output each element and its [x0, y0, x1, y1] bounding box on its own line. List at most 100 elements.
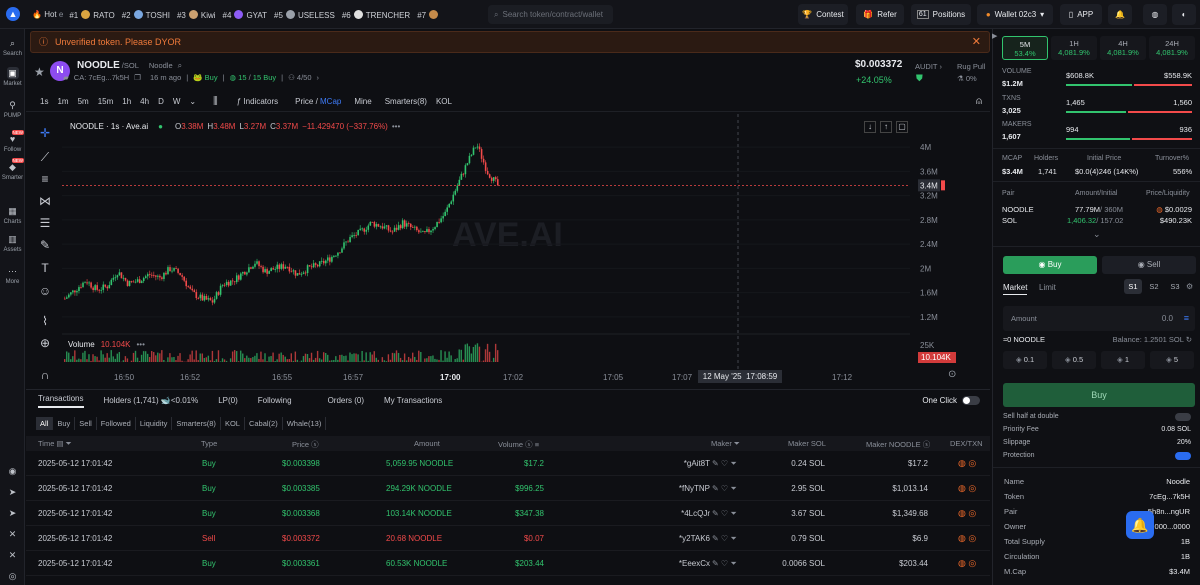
- market-order-tab[interactable]: Market: [1003, 283, 1028, 295]
- chart-settings-icon[interactable]: ⊙: [948, 369, 957, 380]
- tab-holders[interactable]: Holders (1,741) 🐋<0.01%: [103, 396, 199, 405]
- period-5m[interactable]: 5M 53.4%: [1002, 36, 1048, 60]
- info-value[interactable]: 7cEg...7k5H: [1149, 492, 1190, 501]
- emoji-icon[interactable]: ☺: [38, 284, 52, 298]
- dex-icon[interactable]: ◍ ◎: [958, 508, 977, 518]
- hot-item[interactable]: #7: [417, 9, 441, 20]
- quick-amount-0.5[interactable]: ◈ 0.5: [1052, 351, 1096, 369]
- col-maker[interactable]: Maker ⏷: [711, 439, 740, 448]
- tab-transactions[interactable]: Transactions: [38, 394, 84, 408]
- theme-button[interactable]: ◐: [1172, 4, 1196, 25]
- maker-actions-icons[interactable]: ✎ ♡ ⏷: [712, 559, 737, 568]
- nav-market[interactable]: ▣ Market: [0, 67, 25, 87]
- info-value[interactable]: 5h8n...ngUR: [1147, 507, 1190, 516]
- table-row[interactable]: 2025-05-12 17:01:42 Sell $0.003372 20.68 NO…: [26, 526, 990, 551]
- maker-actions-icons[interactable]: ✎ ♡ ⏷: [712, 484, 737, 493]
- cell-maker[interactable]: *y2TAK6: [679, 534, 710, 543]
- timeframe-1h[interactable]: 1h: [122, 97, 132, 106]
- cell-maker[interactable]: *gAit8T: [683, 459, 710, 468]
- timeframe-4h[interactable]: 4h: [140, 97, 150, 106]
- price-mcap-toggle[interactable]: Price / MCap: [295, 97, 342, 106]
- buy-button[interactable]: Buy: [1003, 383, 1195, 407]
- dex-icon[interactable]: ◍ ◎: [958, 458, 977, 468]
- dex-icon[interactable]: ◍ ◎: [958, 558, 977, 568]
- menu-icon[interactable]: ≡: [1183, 313, 1189, 323]
- tab-lp[interactable]: LP(0): [218, 396, 238, 405]
- nav-assets[interactable]: ▥ Assets: [0, 233, 25, 253]
- timeframe-1m[interactable]: 1m: [57, 97, 69, 106]
- limit-order-tab[interactable]: Limit: [1039, 283, 1056, 292]
- toggle-switch[interactable]: [962, 396, 980, 405]
- timeframe-15m[interactable]: 15m: [97, 97, 114, 106]
- slippage-value[interactable]: 20%: [1176, 439, 1191, 446]
- col-time[interactable]: Time ▤ ⏷: [38, 439, 72, 448]
- info-value[interactable]: Noodle: [1166, 477, 1190, 486]
- hot-item[interactable]: #5 USELESS: [274, 9, 335, 20]
- language-button[interactable]: ◍: [1143, 4, 1167, 25]
- buy-tab[interactable]: ◉ Buy: [1003, 256, 1097, 274]
- quick-amount-0.1[interactable]: ◈ 0.1: [1003, 351, 1047, 369]
- nav-follow[interactable]: ♥ NEW Follow: [0, 130, 25, 153]
- zoom-in-icon[interactable]: ⊕: [39, 336, 51, 350]
- hot-item[interactable]: #6 TRENCHER: [342, 9, 410, 20]
- amount-input[interactable]: Amount 0.0 ≡: [1003, 306, 1195, 331]
- maker-actions-icons[interactable]: ✎ ♡ ⏷: [712, 459, 737, 468]
- cell-maker[interactable]: *fNyTNP: [678, 484, 710, 493]
- wallet-button[interactable]: ● Wallet 02c3 ▾: [977, 4, 1053, 25]
- filter-buy[interactable]: Buy: [53, 416, 76, 430]
- table-row[interactable]: 2025-05-12 17:01:42 Buy $0.003368 103.14K N…: [26, 501, 990, 526]
- x-alt-icon[interactable]: ✕: [8, 550, 17, 560]
- collapse-icon[interactable]: ▶: [992, 33, 998, 40]
- crosshair-icon[interactable]: ✛: [39, 126, 51, 140]
- maker-actions-icons[interactable]: ✎ ♡ ⏷: [712, 509, 737, 518]
- audit-label[interactable]: AUDIT ›: [915, 62, 942, 71]
- contract-address[interactable]: CA: 7cEg...7k5H: [73, 73, 130, 82]
- nav-search[interactable]: ⌕ Search: [0, 37, 25, 57]
- nav-pump[interactable]: ⚲ PUMP: [0, 99, 25, 119]
- kol-toggle[interactable]: KOL: [435, 97, 452, 106]
- alert-icon[interactable]: ⍝: [976, 96, 982, 107]
- notification-button[interactable]: 🔔: [1108, 4, 1132, 25]
- app-button[interactable]: ▯ APP: [1060, 4, 1102, 25]
- arrow-down-icon[interactable]: ↓: [864, 121, 876, 133]
- filter-kol[interactable]: KOL: [221, 416, 245, 430]
- quick-amount-5[interactable]: ◈ 5: [1150, 351, 1194, 369]
- support-icon[interactable]: ◉: [8, 466, 17, 476]
- telegram-icon[interactable]: ➤: [8, 487, 17, 497]
- filter-smarters-8-[interactable]: Smarters(8): [172, 416, 221, 430]
- filter-followed[interactable]: Followed: [97, 416, 136, 430]
- filter-whale-13-[interactable]: Whale(13): [283, 416, 327, 430]
- pattern-icon[interactable]: ⋈: [39, 194, 51, 208]
- search-icon[interactable]: ⌕: [177, 60, 183, 70]
- notification-fab[interactable]: 🔔: [1126, 511, 1154, 539]
- col-maker-noodle[interactable]: Maker NOODLE ⓢ: [866, 440, 931, 449]
- close-icon[interactable]: ✕: [971, 36, 981, 48]
- search-input[interactable]: ⌕ Search token/contract/wallet: [488, 5, 613, 24]
- filter-liquidity[interactable]: Liquidity: [136, 416, 173, 430]
- filter-all[interactable]: All: [36, 416, 54, 430]
- more-icon[interactable]: •••: [391, 122, 401, 131]
- fullscreen-icon[interactable]: ▢: [896, 121, 908, 133]
- x-icon[interactable]: ✕: [8, 529, 17, 539]
- hot-item[interactable]: #2 TOSHI: [122, 9, 170, 20]
- period-24h[interactable]: 24H 4,081.9%: [1149, 36, 1195, 60]
- nav-charts[interactable]: ▦ Charts: [0, 205, 25, 225]
- period-4h[interactable]: 4H 4,081.9%: [1100, 36, 1146, 60]
- timeframe-D[interactable]: D: [158, 97, 164, 106]
- dex-icon[interactable]: ◍ ◎: [958, 533, 977, 543]
- protection-toggle[interactable]: [1175, 452, 1191, 460]
- timeframe-dropdown[interactable]: ⌄: [189, 97, 197, 106]
- tab-my-transactions[interactable]: My Transactions: [384, 396, 443, 405]
- text-icon[interactable]: T: [41, 261, 49, 275]
- maker-actions-icons[interactable]: ✎ ♡ ⏷: [712, 534, 737, 543]
- period-1h[interactable]: 1H 4,081.9%: [1051, 36, 1097, 60]
- quick-amount-1[interactable]: ◈ 1: [1101, 351, 1145, 369]
- table-row[interactable]: 2025-05-12 17:01:42 Buy $0.003398 5,059.95 …: [26, 451, 990, 476]
- price-chart[interactable]: AVE.AI 4M 3.6M 3.2M 2.8M 2.4M 2M 1.6M 1.2M 3.4M 25…: [62, 114, 990, 386]
- dex-icon[interactable]: ◍ ◎: [958, 483, 977, 493]
- expand-chevron-icon[interactable]: ⌄: [1093, 229, 1101, 239]
- nav-more[interactable]: ⋯ More: [0, 265, 25, 285]
- discord-icon[interactable]: ◎: [8, 571, 17, 581]
- cell-maker[interactable]: *EeexCx: [678, 559, 710, 568]
- candle-type-icon[interactable]: ⫼: [213, 96, 218, 107]
